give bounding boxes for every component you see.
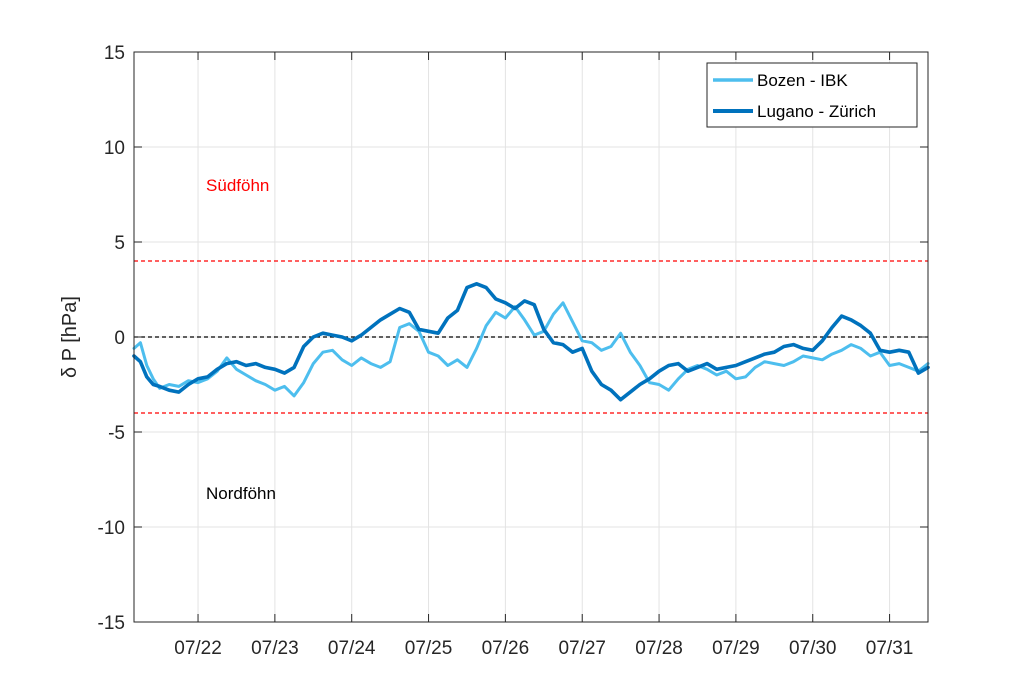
series-line-lugano-zurich bbox=[132, 281, 930, 402]
y-tick-label: -10 bbox=[98, 518, 125, 539]
x-tick-label: 07/22 bbox=[174, 638, 222, 659]
y-axis-label: δ P [hPa] bbox=[59, 296, 81, 378]
legend-box bbox=[706, 62, 918, 128]
x-tick-label: 07/30 bbox=[789, 638, 837, 659]
x-tick-label: 07/23 bbox=[251, 638, 299, 659]
y-tick-label: 5 bbox=[114, 233, 125, 254]
x-tick-label: 07/25 bbox=[405, 638, 453, 659]
y-tick-label: 10 bbox=[104, 138, 125, 159]
series-line-bozen-ibk bbox=[132, 301, 930, 398]
legend-label-bozen-ibk: Bozen - IBK bbox=[757, 71, 848, 90]
y-tick-label: 15 bbox=[104, 43, 125, 64]
y-axis: -15 -10 -5 0 5 10 15 bbox=[98, 43, 928, 634]
y-tick-label: -5 bbox=[108, 423, 125, 444]
x-tick-label: 07/28 bbox=[635, 638, 683, 659]
reference-lines bbox=[134, 260, 928, 414]
x-tick-label: 07/26 bbox=[482, 638, 530, 659]
annotation-label: Nordföhn bbox=[206, 484, 276, 503]
y-tick-label: 0 bbox=[114, 328, 125, 349]
x-tick-label: 07/31 bbox=[866, 638, 914, 659]
x-tick-label: 07/27 bbox=[558, 638, 606, 659]
annotations: Südföhn Nordföhn bbox=[206, 176, 276, 503]
legend-label-lugano-zurich: Lugano - Zürich bbox=[757, 102, 876, 121]
x-tick-label: 07/29 bbox=[712, 638, 760, 659]
x-tick-label: 07/24 bbox=[328, 638, 376, 659]
annotation-label: Südföhn bbox=[206, 176, 269, 195]
legend: Bozen - IBK Lugano - Zürich bbox=[706, 62, 918, 128]
series-lines bbox=[132, 281, 930, 402]
y-tick-label: -15 bbox=[98, 613, 125, 634]
x-axis: 07/22 07/23 07/24 07/25 07/26 07/27 07/28 07/29… bbox=[174, 52, 913, 659]
